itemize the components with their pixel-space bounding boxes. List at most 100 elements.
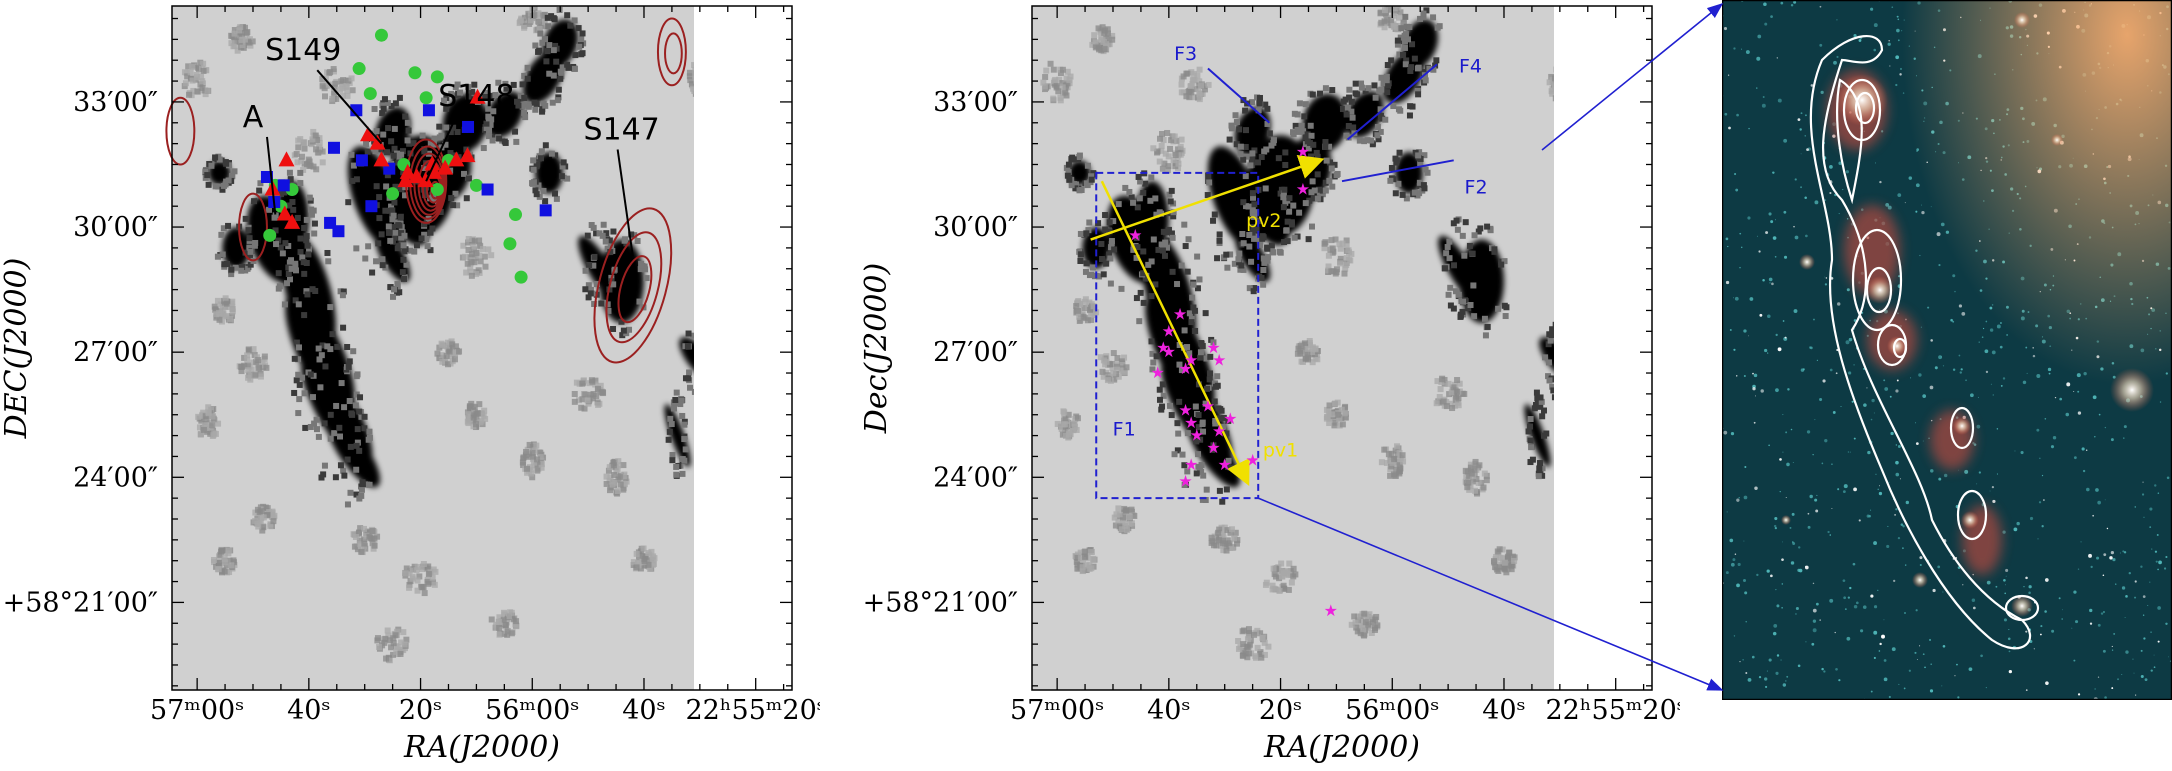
clump-edge [303,288,310,295]
faint-emission [229,312,236,319]
clump-edge [1140,270,1147,277]
faint-emission [692,67,694,74]
faint-emission [214,297,221,304]
faint-emission [1473,476,1480,483]
clump-edge [1532,401,1539,408]
clump-edge [306,246,313,253]
faint-emission [1396,449,1403,456]
magenta-star-marker: ★ [1201,396,1215,415]
clump-edge [1339,106,1346,113]
faint-emission [298,157,305,164]
clump-edge [297,180,304,187]
clump-edge [406,140,413,147]
faint-emission [211,303,218,310]
faint-emission [429,574,436,581]
clump-edge [590,262,597,269]
clump-edge [1220,423,1227,430]
faint-emission [259,358,266,365]
red-triangle-marker [276,205,293,221]
clump-edge [315,345,322,352]
clump-edge [376,215,383,222]
clump-edge [1185,236,1192,243]
faint-emission [254,520,261,527]
clump-edge [366,481,373,488]
clump-edge [447,129,454,136]
faint-emission [614,488,621,495]
clump-edge [336,424,343,431]
faint-emission [1455,395,1462,402]
clump-edge [487,121,494,128]
clump-edge [559,64,566,71]
radio-contour [238,192,268,262]
faint-emission [1220,547,1227,554]
clump-edge [402,192,409,199]
faint-emission [615,458,622,465]
faint-emission [213,311,220,318]
faint-emission [344,87,351,94]
faint-emission [1381,446,1388,453]
clump-edge [340,288,347,295]
faint-emission [1186,94,1193,101]
faint-emission [1201,86,1208,93]
clump-edge [1378,86,1385,93]
faint-emission [263,364,270,371]
clump-edge [1286,195,1293,202]
green-circle-marker [509,208,523,222]
faint-emission [1042,74,1049,81]
faint-emission [528,17,535,24]
faint-emission [534,467,541,474]
clump-edge [1186,310,1193,317]
clump-edge [1082,268,1089,275]
faint-emission [469,237,476,244]
clump-edge [1159,243,1166,250]
faint-emission [424,565,431,572]
faint-emission [339,85,346,92]
clump-edge [1392,190,1399,197]
clump-edge [1076,152,1083,159]
faint-emission [467,268,474,275]
clump-edge [1199,421,1206,428]
clump-edge [333,402,340,409]
magenta-star-marker: ★ [1151,363,1165,382]
faint-emission [480,412,487,419]
faint-emission [599,389,606,396]
clump-edge [303,216,310,223]
faint-emission [345,77,352,84]
faint-emission [1270,565,1277,572]
faint-emission [342,83,349,90]
clump-edge [205,181,212,188]
clump-edge [1487,225,1494,232]
clump-edge [471,81,478,88]
faint-emission [236,27,243,34]
faint-emission [606,464,613,471]
faint-emission [530,459,537,466]
faint-emission [592,377,599,384]
clump-edge [1195,412,1202,419]
faint-emission [1121,354,1128,361]
clump-edge [1310,141,1317,148]
green-circle-marker [430,183,444,197]
clump-edge [1186,350,1193,357]
faint-emission [299,153,306,160]
faint-emission [244,362,251,369]
faint-emission [1476,462,1483,469]
clump-edge [413,242,420,249]
clump-edge [1322,187,1329,194]
red-triangle-marker [408,168,425,183]
ir-contours [1809,35,2040,650]
clump-edge [419,132,426,139]
clump-edge [1408,64,1415,71]
clump-edge [337,462,344,469]
clump-edge [1198,462,1205,469]
ir-bright-source [1912,572,1928,588]
clump-edge [332,474,339,481]
faint-emission [1365,621,1372,628]
clump-edge [538,148,545,155]
clump-edge [529,180,536,187]
clump-edge [1085,227,1092,234]
faint-emission [1055,88,1062,95]
clump-edge [272,227,279,234]
faint-emission [256,364,263,371]
y-tick-label: +58°21′00″ [3,587,158,618]
clump-edge [548,150,555,157]
